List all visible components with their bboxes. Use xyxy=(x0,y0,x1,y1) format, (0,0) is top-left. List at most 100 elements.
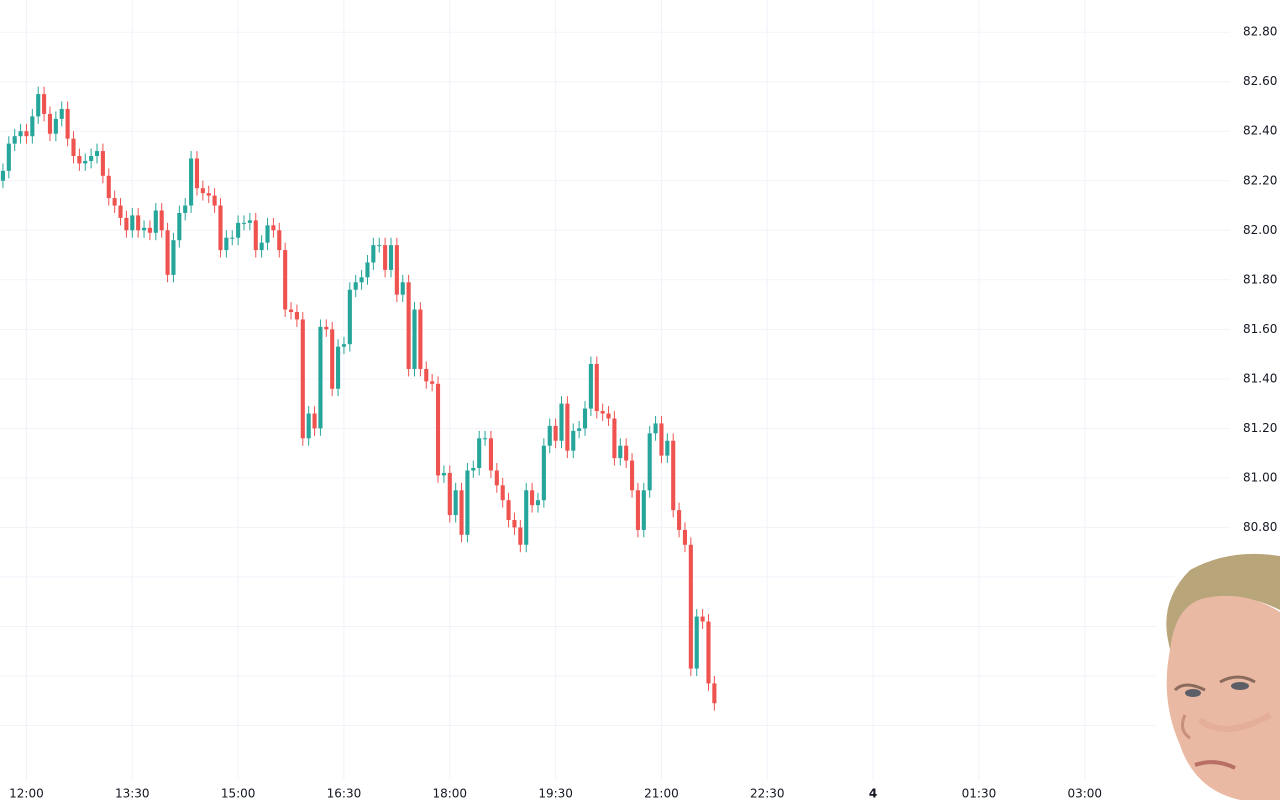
candle-body xyxy=(18,131,23,137)
candle-body xyxy=(435,383,441,476)
candle-body xyxy=(671,440,676,511)
candle-body xyxy=(194,158,200,189)
candle-body xyxy=(530,490,535,506)
candle-body xyxy=(224,237,229,251)
candle-body xyxy=(136,215,141,231)
candle-body xyxy=(241,222,247,224)
candle-body xyxy=(36,94,41,117)
candle-body xyxy=(641,490,646,530)
grid xyxy=(0,0,1230,780)
candle-body xyxy=(106,175,111,199)
candle-body xyxy=(53,118,58,134)
candle-body xyxy=(42,94,47,114)
candle-body xyxy=(277,230,282,251)
candle-body xyxy=(341,344,347,347)
candle-body xyxy=(500,485,505,501)
candle-body xyxy=(506,500,511,520)
y-tick-label: 80.80 xyxy=(1243,520,1277,534)
candle-body xyxy=(130,215,135,231)
y-tick-label: 81.60 xyxy=(1243,322,1277,336)
candle-body xyxy=(688,544,693,669)
candle-body xyxy=(94,151,100,156)
candle-body xyxy=(212,195,217,206)
x-tick-label: 22:30 xyxy=(750,787,785,801)
candle-body xyxy=(124,217,129,231)
candle-body xyxy=(394,245,399,295)
candle-body xyxy=(453,490,458,516)
candle-body xyxy=(624,445,629,461)
candle-body xyxy=(577,428,582,431)
x-tick-label: 16:30 xyxy=(327,787,362,801)
candle-body xyxy=(477,438,482,468)
candle-body xyxy=(353,282,358,290)
candle-body xyxy=(447,472,452,516)
candle-body xyxy=(606,413,611,419)
candle-body xyxy=(153,210,158,233)
candle-body xyxy=(47,113,53,134)
y-tick-label: 82.60 xyxy=(1243,74,1277,88)
candle-body xyxy=(424,368,429,382)
candle-body xyxy=(283,250,288,310)
candle-body xyxy=(694,616,699,669)
x-tick-label: 01:30 xyxy=(962,787,997,801)
x-tick-label: 19:30 xyxy=(538,787,573,801)
y-tick-label: 82.80 xyxy=(1243,25,1277,39)
candle-body xyxy=(165,230,170,275)
candle-body xyxy=(247,220,252,223)
candle-body xyxy=(318,326,323,429)
x-tick-label: 03:00 xyxy=(1067,787,1102,801)
candle-body xyxy=(547,425,552,446)
candle-body xyxy=(594,364,599,412)
candle-body xyxy=(618,445,623,459)
candle-body xyxy=(330,329,335,389)
candle-body xyxy=(6,143,11,171)
y-tick-label: 82.20 xyxy=(1243,173,1277,187)
candle-body xyxy=(259,242,264,251)
x-tick-label: 21:00 xyxy=(644,787,679,801)
candle-body xyxy=(582,408,588,429)
candle-body xyxy=(712,683,717,704)
candle-body xyxy=(118,205,123,218)
face-overlay xyxy=(1154,546,1280,807)
candle-body xyxy=(430,381,435,384)
y-tick-label: 81.80 xyxy=(1243,272,1277,286)
candle-body xyxy=(236,222,241,238)
candle-body xyxy=(682,529,688,545)
candle-body xyxy=(112,198,117,206)
candle-body xyxy=(206,193,211,196)
candle-body xyxy=(371,245,376,263)
candle-body xyxy=(700,616,705,622)
candle-body xyxy=(524,490,529,545)
candle-body xyxy=(288,309,294,312)
candle-body xyxy=(0,170,5,181)
x-tick-label: 13:30 xyxy=(115,787,150,801)
candle-body xyxy=(294,312,299,320)
candle-body xyxy=(189,158,194,206)
candle-body xyxy=(535,500,541,506)
candle-body xyxy=(183,205,188,213)
candle-body xyxy=(483,438,488,440)
candle-body xyxy=(359,277,364,283)
candle-body xyxy=(218,205,223,251)
candle-body xyxy=(706,621,711,684)
candle-body xyxy=(253,220,258,251)
candle-body xyxy=(518,527,523,545)
candle-body xyxy=(59,108,64,119)
candle-body xyxy=(83,160,88,164)
candle-body xyxy=(388,245,394,270)
candle-body xyxy=(512,520,517,528)
candle-body xyxy=(24,131,29,137)
candle-body xyxy=(12,136,17,144)
candle-body xyxy=(347,289,352,345)
y-tick-label: 81.20 xyxy=(1243,421,1277,435)
candle-body xyxy=(653,423,658,434)
candle-body xyxy=(365,262,370,278)
candle-body xyxy=(171,240,176,275)
candle-body xyxy=(383,245,388,270)
axes: 80.0080.2080.4080.6080.8081.0081.2081.40… xyxy=(9,25,1277,801)
candle-body xyxy=(629,460,635,491)
candle-body xyxy=(312,413,317,429)
candle-body xyxy=(665,440,670,456)
candle-body xyxy=(141,227,147,231)
candle-body xyxy=(271,225,276,231)
